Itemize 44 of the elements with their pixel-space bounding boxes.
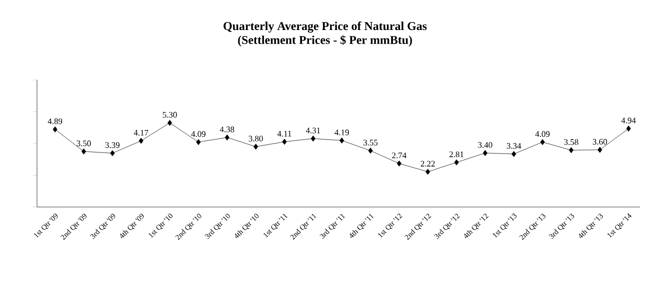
- data-label: 3.80: [248, 136, 263, 142]
- point: [426, 168, 430, 175]
- data-label: 3.55: [363, 140, 378, 146]
- point: [512, 150, 516, 157]
- point: [396, 160, 402, 166]
- point: [253, 144, 258, 150]
- data-label: 4.31: [306, 128, 320, 134]
- data-label: 4.09: [535, 131, 550, 137]
- data-label: 4.19: [334, 130, 349, 136]
- point: [138, 138, 144, 144]
- data-label: 3.39: [105, 142, 120, 148]
- point: [196, 139, 201, 146]
- data-label: 3.58: [564, 139, 578, 145]
- point: [167, 120, 172, 126]
- chart-title: Quarterly Average Price of Natural Gas: [224, 22, 427, 33]
- data-label: 2.74: [392, 152, 406, 158]
- point: [368, 148, 373, 154]
- data-label: 3.50: [76, 140, 91, 146]
- data-label: 3.40: [478, 142, 492, 148]
- data-label: 4.89: [48, 118, 62, 124]
- chart-subtitle: (Settlement Prices - $ Per mmBtu): [238, 35, 412, 46]
- point: [224, 134, 230, 140]
- point: [282, 138, 287, 145]
- point: [626, 126, 631, 132]
- data-label: 4.17: [134, 130, 148, 136]
- point: [310, 136, 316, 142]
- point: [540, 139, 545, 146]
- point: [598, 146, 602, 153]
- data-label: 4.38: [220, 126, 234, 132]
- data-label: 5.30: [162, 112, 177, 118]
- data-label: 4.09: [191, 131, 206, 137]
- point: [454, 159, 459, 166]
- point: [110, 150, 115, 156]
- data-label: 4.94: [621, 118, 636, 124]
- data-label: 3.34: [506, 143, 522, 149]
- data-label: 2.81: [449, 151, 464, 158]
- point: [52, 126, 58, 132]
- point: [81, 148, 86, 154]
- data-label: 4.11: [277, 130, 292, 137]
- point: [482, 150, 488, 156]
- point: [568, 147, 574, 154]
- data-label: 2.22: [420, 160, 435, 167]
- data-label: 3.60: [592, 138, 607, 145]
- point: [340, 138, 344, 144]
